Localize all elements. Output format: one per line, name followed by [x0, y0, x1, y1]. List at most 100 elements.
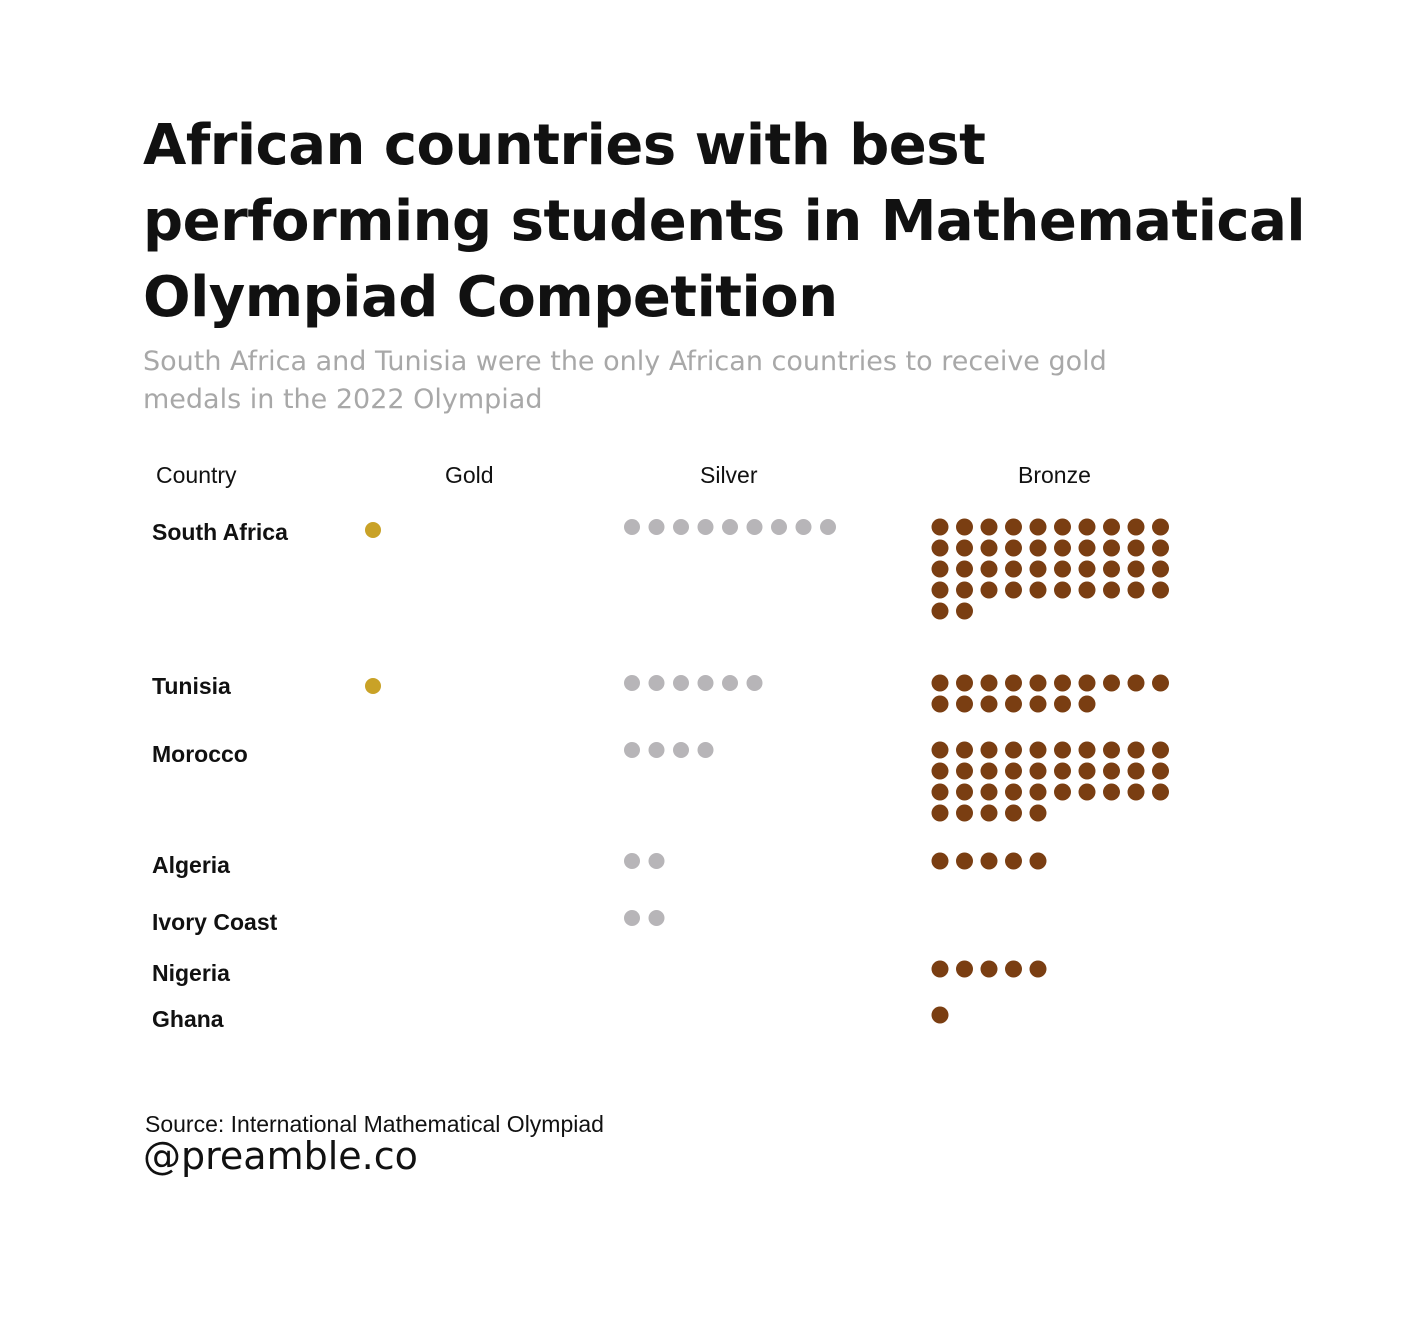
bronze-medal-dot-south-africa: [1078, 518, 1096, 536]
bronze-medal-dot-morocco: [956, 741, 973, 759]
bronze-medal-dot-south-africa: [1054, 518, 1071, 536]
bronze-medal-dot-morocco: [1054, 783, 1071, 801]
source-note: Source: International Mathematical Olymp…: [145, 1111, 604, 1137]
bronze-medal-dot-morocco: [1054, 741, 1071, 759]
silver-medal-dot-morocco: [648, 742, 665, 758]
silver-medal-dot-tunisia: [673, 675, 689, 691]
bronze-medal-dot-morocco: [1029, 762, 1047, 780]
bronze-medal-dot-south-africa: [956, 560, 973, 578]
bronze-medal-dot-morocco: [931, 741, 949, 759]
silver-medal-dot-south-africa: [697, 519, 714, 535]
country-label-tunisia: Tunisia: [152, 673, 231, 699]
bronze-medal-dot-tunisia: [1152, 674, 1169, 692]
bronze-medal-dot-south-africa: [931, 602, 949, 620]
bronze-medal-dot-south-africa: [1103, 518, 1120, 536]
country-label-algeria: Algeria: [152, 852, 230, 878]
bronze-medal-dot-morocco: [1005, 762, 1022, 780]
bronze-medal-dot-nigeria: [931, 960, 949, 978]
silver-medal-dot-morocco: [624, 742, 640, 758]
bronze-medal-dot-south-africa: [1127, 518, 1145, 536]
bronze-medal-dot-morocco: [1127, 762, 1145, 780]
gold-medal-dot-tunisia: [365, 678, 381, 694]
bronze-medal-dot-morocco: [1005, 741, 1022, 759]
bronze-medal-dot-tunisia: [980, 674, 998, 692]
bronze-medal-dot-tunisia: [956, 695, 973, 713]
brand-handle: @preamble.co: [143, 1134, 418, 1178]
bronze-medal-dot-south-africa: [1054, 539, 1071, 557]
bronze-medal-dot-morocco: [931, 804, 949, 822]
chart-subtitle: South Africa and Tunisia were the only A…: [143, 346, 1107, 415]
bronze-medal-dot-morocco: [1005, 783, 1022, 801]
bronze-medal-dot-morocco: [1054, 762, 1071, 780]
silver-medal-dot-morocco: [697, 742, 714, 758]
country-label-nigeria: Nigeria: [152, 960, 230, 986]
bronze-medal-dot-morocco: [931, 783, 949, 801]
bronze-medal-dot-morocco: [1029, 741, 1047, 759]
country-label-south-africa: South Africa: [152, 519, 288, 545]
bronze-medal-dot-morocco: [980, 762, 998, 780]
bronze-medal-dot-morocco: [956, 804, 973, 822]
bronze-medal-dot-south-africa: [1078, 560, 1096, 578]
bronze-medal-dot-morocco: [1127, 783, 1145, 801]
silver-medal-dot-algeria: [648, 853, 665, 869]
bronze-medal-dot-south-africa: [931, 560, 949, 578]
bronze-medal-dot-morocco: [980, 783, 998, 801]
chart-title: African countries with best performing s…: [143, 113, 1306, 330]
bronze-medal-dot-nigeria: [956, 960, 973, 978]
bronze-medal-dot-tunisia: [1029, 695, 1047, 713]
bronze-medal-dot-tunisia: [1103, 674, 1120, 692]
column-header-bronze: Bronze: [1018, 462, 1091, 488]
bronze-medal-dot-tunisia: [1005, 695, 1022, 713]
bronze-medal-dot-south-africa: [956, 518, 973, 536]
bronze-medal-dot-tunisia: [1054, 695, 1071, 713]
bronze-medal-dot-morocco: [1078, 741, 1096, 759]
bronze-medal-dot-tunisia: [980, 695, 998, 713]
bronze-medal-dot-morocco: [1103, 783, 1120, 801]
bronze-medal-dot-south-africa: [1054, 581, 1071, 599]
bronze-medal-dot-south-africa: [956, 602, 973, 620]
bronze-medal-dot-nigeria: [1005, 960, 1022, 978]
bronze-medal-dot-tunisia: [1005, 674, 1022, 692]
bronze-medal-dot-ghana: [931, 1006, 949, 1024]
bronze-medal-dot-south-africa: [1029, 581, 1047, 599]
bronze-medal-dot-algeria: [956, 852, 973, 870]
bronze-medal-dot-tunisia: [1029, 674, 1047, 692]
bronze-medal-dot-south-africa: [1005, 581, 1022, 599]
bronze-medal-dot-morocco: [956, 762, 973, 780]
bronze-medal-dot-south-africa: [980, 560, 998, 578]
silver-medal-dot-south-africa: [771, 519, 787, 535]
bronze-medal-dot-south-africa: [1103, 581, 1120, 599]
bronze-medal-dot-south-africa: [980, 539, 998, 557]
silver-medal-dot-south-africa: [820, 519, 836, 535]
bronze-medal-dot-morocco: [1103, 741, 1120, 759]
bronze-medal-dot-morocco: [1029, 783, 1047, 801]
bronze-medal-dot-south-africa: [1152, 560, 1169, 578]
silver-medal-dot-ivory-coast: [648, 910, 665, 926]
bronze-medal-dot-algeria: [1005, 852, 1022, 870]
bronze-medal-dot-south-africa: [1152, 539, 1169, 557]
bronze-medal-dot-south-africa: [980, 581, 998, 599]
gold-medal-dot-south-africa: [365, 522, 381, 538]
bronze-medal-dot-morocco: [980, 741, 998, 759]
silver-medal-dot-algeria: [624, 853, 640, 869]
silver-medal-dot-ivory-coast: [624, 910, 640, 926]
bronze-medal-dot-south-africa: [1005, 539, 1022, 557]
bronze-medal-dot-south-africa: [931, 539, 949, 557]
bronze-medal-dot-morocco: [1152, 762, 1169, 780]
silver-medal-dot-tunisia: [624, 675, 640, 691]
bronze-medal-dot-tunisia: [1078, 695, 1096, 713]
silver-medal-dot-tunisia: [722, 675, 738, 691]
silver-medal-dot-tunisia: [697, 675, 714, 691]
country-label-morocco: Morocco: [152, 741, 248, 767]
bronze-medal-dot-morocco: [1152, 741, 1169, 759]
bronze-medal-dot-south-africa: [1029, 539, 1047, 557]
bronze-medal-dot-south-africa: [1078, 539, 1096, 557]
bronze-medal-dot-south-africa: [1054, 560, 1071, 578]
bronze-medal-dot-south-africa: [956, 539, 973, 557]
bronze-medal-dot-morocco: [1078, 762, 1096, 780]
bronze-medal-dot-south-africa: [1152, 518, 1169, 536]
bronze-medal-dot-south-africa: [956, 581, 973, 599]
bronze-medal-dot-nigeria: [1029, 960, 1047, 978]
bronze-medal-dot-south-africa: [1103, 539, 1120, 557]
